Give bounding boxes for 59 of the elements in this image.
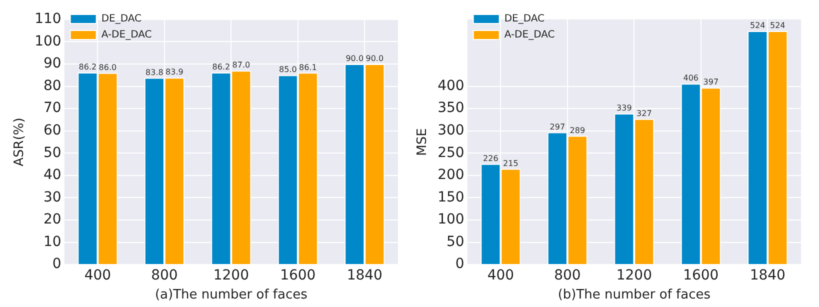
x-tick-label: 400 — [84, 268, 112, 284]
data-label: 83.9 — [166, 68, 184, 77]
data-label: 86.0 — [98, 62, 117, 72]
x-tick-label: 1840 — [750, 268, 786, 284]
y-tick-label: 150 — [438, 189, 464, 206]
x-axis-title: (b)The number of faces — [558, 288, 711, 303]
data-label: 289 — [570, 126, 586, 135]
data-label: 86.2 — [212, 62, 230, 72]
data-label: 339 — [616, 104, 632, 113]
data-label: 87.0 — [232, 60, 250, 70]
x-tick-label: 400 — [487, 268, 514, 284]
legend-label: DE_DAC — [504, 14, 545, 25]
y-tick-label: 110 — [34, 11, 62, 28]
data-label: 406 — [683, 74, 699, 83]
x-tick-label: 1200 — [616, 268, 652, 284]
legend-label: DE_DAC — [101, 14, 142, 25]
data-label: 327 — [636, 108, 652, 118]
x-tick-label: 800 — [151, 268, 178, 284]
legend-label: A-DE_DAC — [504, 30, 555, 41]
data-label: 85.0 — [278, 65, 297, 74]
y-tick-label: 50 — [446, 234, 464, 250]
y-tick-label: 300 — [438, 122, 464, 138]
y-tick-label: 20 — [43, 212, 62, 228]
y-tick-label: 100 — [34, 33, 62, 50]
data-label: 90.0 — [346, 54, 364, 64]
y-tick-label: 60 — [43, 122, 62, 138]
y-tick-label: 70 — [43, 100, 62, 116]
y-tick-label: 10 — [43, 234, 62, 250]
y-tick-label: 0 — [455, 256, 464, 272]
data-label: 215 — [503, 158, 518, 168]
data-label: 86.1 — [299, 62, 317, 72]
y-tick-label: 250 — [438, 144, 464, 161]
data-label: 397 — [703, 78, 719, 87]
data-label: 86.2 — [78, 62, 97, 72]
data-label: 83.8 — [146, 68, 164, 77]
data-label: 524 — [750, 21, 766, 30]
y-tick-label: 100 — [438, 212, 464, 228]
data-label: 226 — [483, 154, 498, 163]
x-tick-label: 1840 — [346, 268, 382, 284]
y-tick-label: 80 — [43, 78, 62, 94]
y-tick-label: 350 — [438, 100, 464, 116]
y-tick-label: 0 — [52, 256, 62, 272]
y-tick-label: 30 — [43, 189, 62, 206]
y-axis-title: ASR(%) — [12, 118, 28, 166]
legend-label: A-DE_DAC — [101, 30, 152, 41]
x-tick-label: 1200 — [213, 268, 249, 284]
x-axis-title: (a)The number of faces — [154, 288, 308, 303]
y-tick-label: 40 — [43, 167, 62, 184]
y-tick-label: 200 — [438, 167, 464, 184]
x-tick-label: 1600 — [683, 268, 719, 284]
y-tick-label: 50 — [43, 144, 62, 161]
x-tick-label: 1600 — [280, 268, 316, 284]
y-tick-label: 90 — [43, 56, 62, 72]
data-label: 524 — [770, 21, 786, 30]
y-tick-label: 400 — [438, 78, 464, 94]
y-axis-title: MSE — [415, 128, 430, 156]
data-label: 297 — [550, 122, 566, 132]
x-tick-label: 800 — [554, 268, 581, 284]
data-label: 90.0 — [366, 54, 384, 64]
